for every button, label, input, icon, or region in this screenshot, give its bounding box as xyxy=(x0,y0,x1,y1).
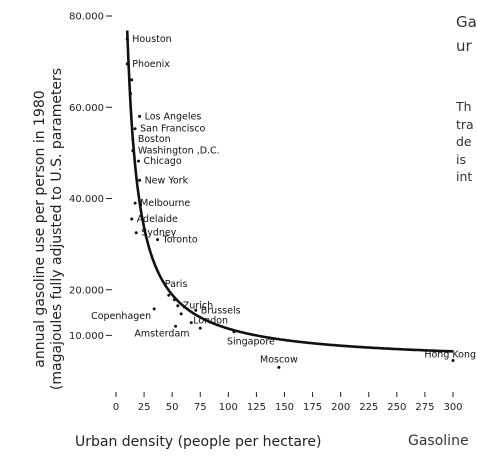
y-axis-ticks: 10.000 20.000 40.000 60.000 80.000 xyxy=(69,12,112,342)
x-tick-label: 25 xyxy=(138,402,151,413)
data-point xyxy=(133,201,137,205)
data-point xyxy=(152,307,156,311)
data-point xyxy=(138,178,142,182)
x-axis-title: Urban density (people per hectare) xyxy=(75,434,321,450)
x-tick-label: 100 xyxy=(219,402,238,413)
city-label: Toronto xyxy=(162,235,198,246)
y-axis-title-line1: annual gasoline use per person in 1980 xyxy=(32,90,48,367)
x-tick-label: 150 xyxy=(275,402,294,413)
data-point xyxy=(232,330,236,334)
data-point xyxy=(179,312,183,316)
side-title-line: Ga xyxy=(456,13,477,31)
x-tick-label: 250 xyxy=(387,402,406,413)
data-point xyxy=(194,308,198,312)
side-body-line: is xyxy=(456,151,466,167)
data-point xyxy=(172,298,176,302)
y-tick-label: 20.000 xyxy=(69,285,104,296)
side-body-line: int xyxy=(456,169,473,184)
city-label: Amsterdam xyxy=(134,328,189,339)
x-tick-label: 75 xyxy=(194,402,207,413)
city-label: Singapore xyxy=(227,337,275,348)
data-point xyxy=(133,127,137,131)
data-point xyxy=(174,324,178,328)
city-label: Los Angeles xyxy=(145,111,202,122)
city-label: Houston xyxy=(132,34,171,45)
y-axis-title-line2: (magajoules fully adjusted to U.S. param… xyxy=(49,68,65,390)
city-label: Moscow xyxy=(260,354,298,365)
x-tick-label: 125 xyxy=(247,402,266,413)
city-label: London xyxy=(193,316,228,327)
side-title: Ga ur xyxy=(456,10,477,58)
city-label: Phoenix xyxy=(132,59,170,70)
data-point xyxy=(130,78,134,82)
data-point xyxy=(125,62,129,66)
city-label: Copenhagen xyxy=(91,311,151,322)
y-tick-label: 10.000 xyxy=(69,331,104,342)
city-label: Hong Kong xyxy=(424,349,476,360)
data-point xyxy=(131,137,135,141)
city-label: Zurich xyxy=(183,301,213,312)
y-tick-label: 80.000 xyxy=(69,12,104,23)
x-tick-label: 0 xyxy=(113,402,119,413)
trend-curve xyxy=(125,30,454,353)
city-label: Brussels xyxy=(201,305,241,316)
data-point xyxy=(131,149,135,153)
city-label: Chicago xyxy=(143,156,181,167)
side-caption: Gasoline xyxy=(408,433,469,449)
city-label: Paris xyxy=(165,279,188,290)
data-point xyxy=(451,358,455,362)
side-body-line: de xyxy=(456,134,472,149)
x-axis-ticks: 0 25 50 75 100 125 150 175 200 225 250 275 300 xyxy=(113,392,463,413)
side-body: Th tra de is int xyxy=(456,98,474,186)
data-point xyxy=(125,37,129,41)
y-tick-label: 40.000 xyxy=(69,194,104,205)
data-point xyxy=(176,304,180,308)
city-label: Washington ,D.C. xyxy=(138,146,220,157)
x-tick-label: 225 xyxy=(359,402,378,413)
city-label: Melbourne xyxy=(140,198,190,209)
city-label: Boston xyxy=(138,134,171,145)
side-title-line: ur xyxy=(456,37,472,55)
data-point xyxy=(138,114,142,118)
side-body-line: Th xyxy=(456,99,472,114)
data-point xyxy=(167,293,171,297)
data-points xyxy=(125,37,455,369)
data-point xyxy=(198,326,202,330)
data-point xyxy=(134,231,138,235)
city-label: Adelaide xyxy=(137,214,178,225)
x-tick-label: 175 xyxy=(303,402,322,413)
data-point xyxy=(156,238,160,242)
side-body-line: tra xyxy=(456,116,474,132)
city-label: San Francisco xyxy=(140,124,205,135)
y-tick-label: 60.000 xyxy=(69,103,104,114)
x-tick-label: 275 xyxy=(415,402,434,413)
data-point xyxy=(277,365,281,369)
x-tick-label: 300 xyxy=(443,402,462,413)
city-label: New York xyxy=(145,175,189,186)
data-point xyxy=(136,159,140,163)
y-axis-labels: annual gasoline use per person in 1980 (… xyxy=(32,68,65,390)
data-point xyxy=(130,217,134,221)
x-tick-label: 50 xyxy=(166,402,179,413)
city-labels: Houston Phoenix Los Angeles San FranciscoBo… xyxy=(91,34,476,366)
x-tick-label: 200 xyxy=(331,402,350,413)
data-point xyxy=(129,92,133,96)
city-label: Sydney xyxy=(141,228,177,239)
data-point xyxy=(189,321,193,325)
